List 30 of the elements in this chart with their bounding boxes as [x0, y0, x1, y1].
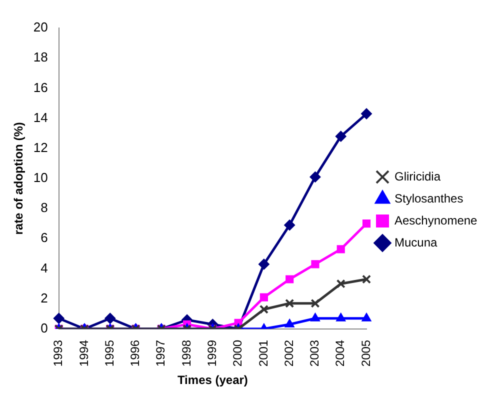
x-tick-label: 2005	[358, 340, 373, 367]
legend-label: Aeschynomene	[394, 213, 478, 228]
x-tick-label: 1996	[128, 340, 142, 367]
y-tick-label: 20	[33, 20, 48, 35]
x-tick-label: 1994	[76, 340, 91, 367]
y-tick-label: 2	[40, 290, 48, 306]
x-tick-label: 2002	[282, 340, 296, 367]
x-tick-label: 1993	[51, 340, 66, 367]
y-tick-label: 8	[40, 200, 48, 216]
x-tick-label: 1997	[154, 340, 168, 367]
y-tick-label: 4	[40, 260, 48, 276]
y-tick-label: 16	[33, 80, 48, 95]
legend-label: Mucuna	[394, 235, 438, 250]
legend-label: Stylosanthes	[394, 191, 464, 206]
y-tick-label: 6	[40, 230, 48, 246]
y-tick-label: 14	[33, 110, 48, 125]
x-tick-label: 2001	[256, 340, 270, 367]
y-tick-label: 0	[40, 320, 48, 336]
legend-label: Gliricidia	[394, 169, 441, 184]
y-tick-label: 12	[33, 140, 48, 155]
x-tick-label: 1998	[179, 340, 194, 367]
y-axis-title: rate of adoption (%)	[12, 122, 26, 235]
y-tick-label: 10	[33, 170, 48, 186]
x-tick-label: 1995	[102, 340, 116, 367]
x-axis-title: Times (year)	[177, 373, 248, 388]
y-tick-label: 18	[33, 50, 48, 65]
x-tick-label: 2003	[308, 340, 322, 367]
x-tick-label: 2000	[230, 340, 245, 367]
x-tick-label: 2004	[333, 340, 348, 367]
x-tick-label: 1999	[204, 340, 219, 367]
